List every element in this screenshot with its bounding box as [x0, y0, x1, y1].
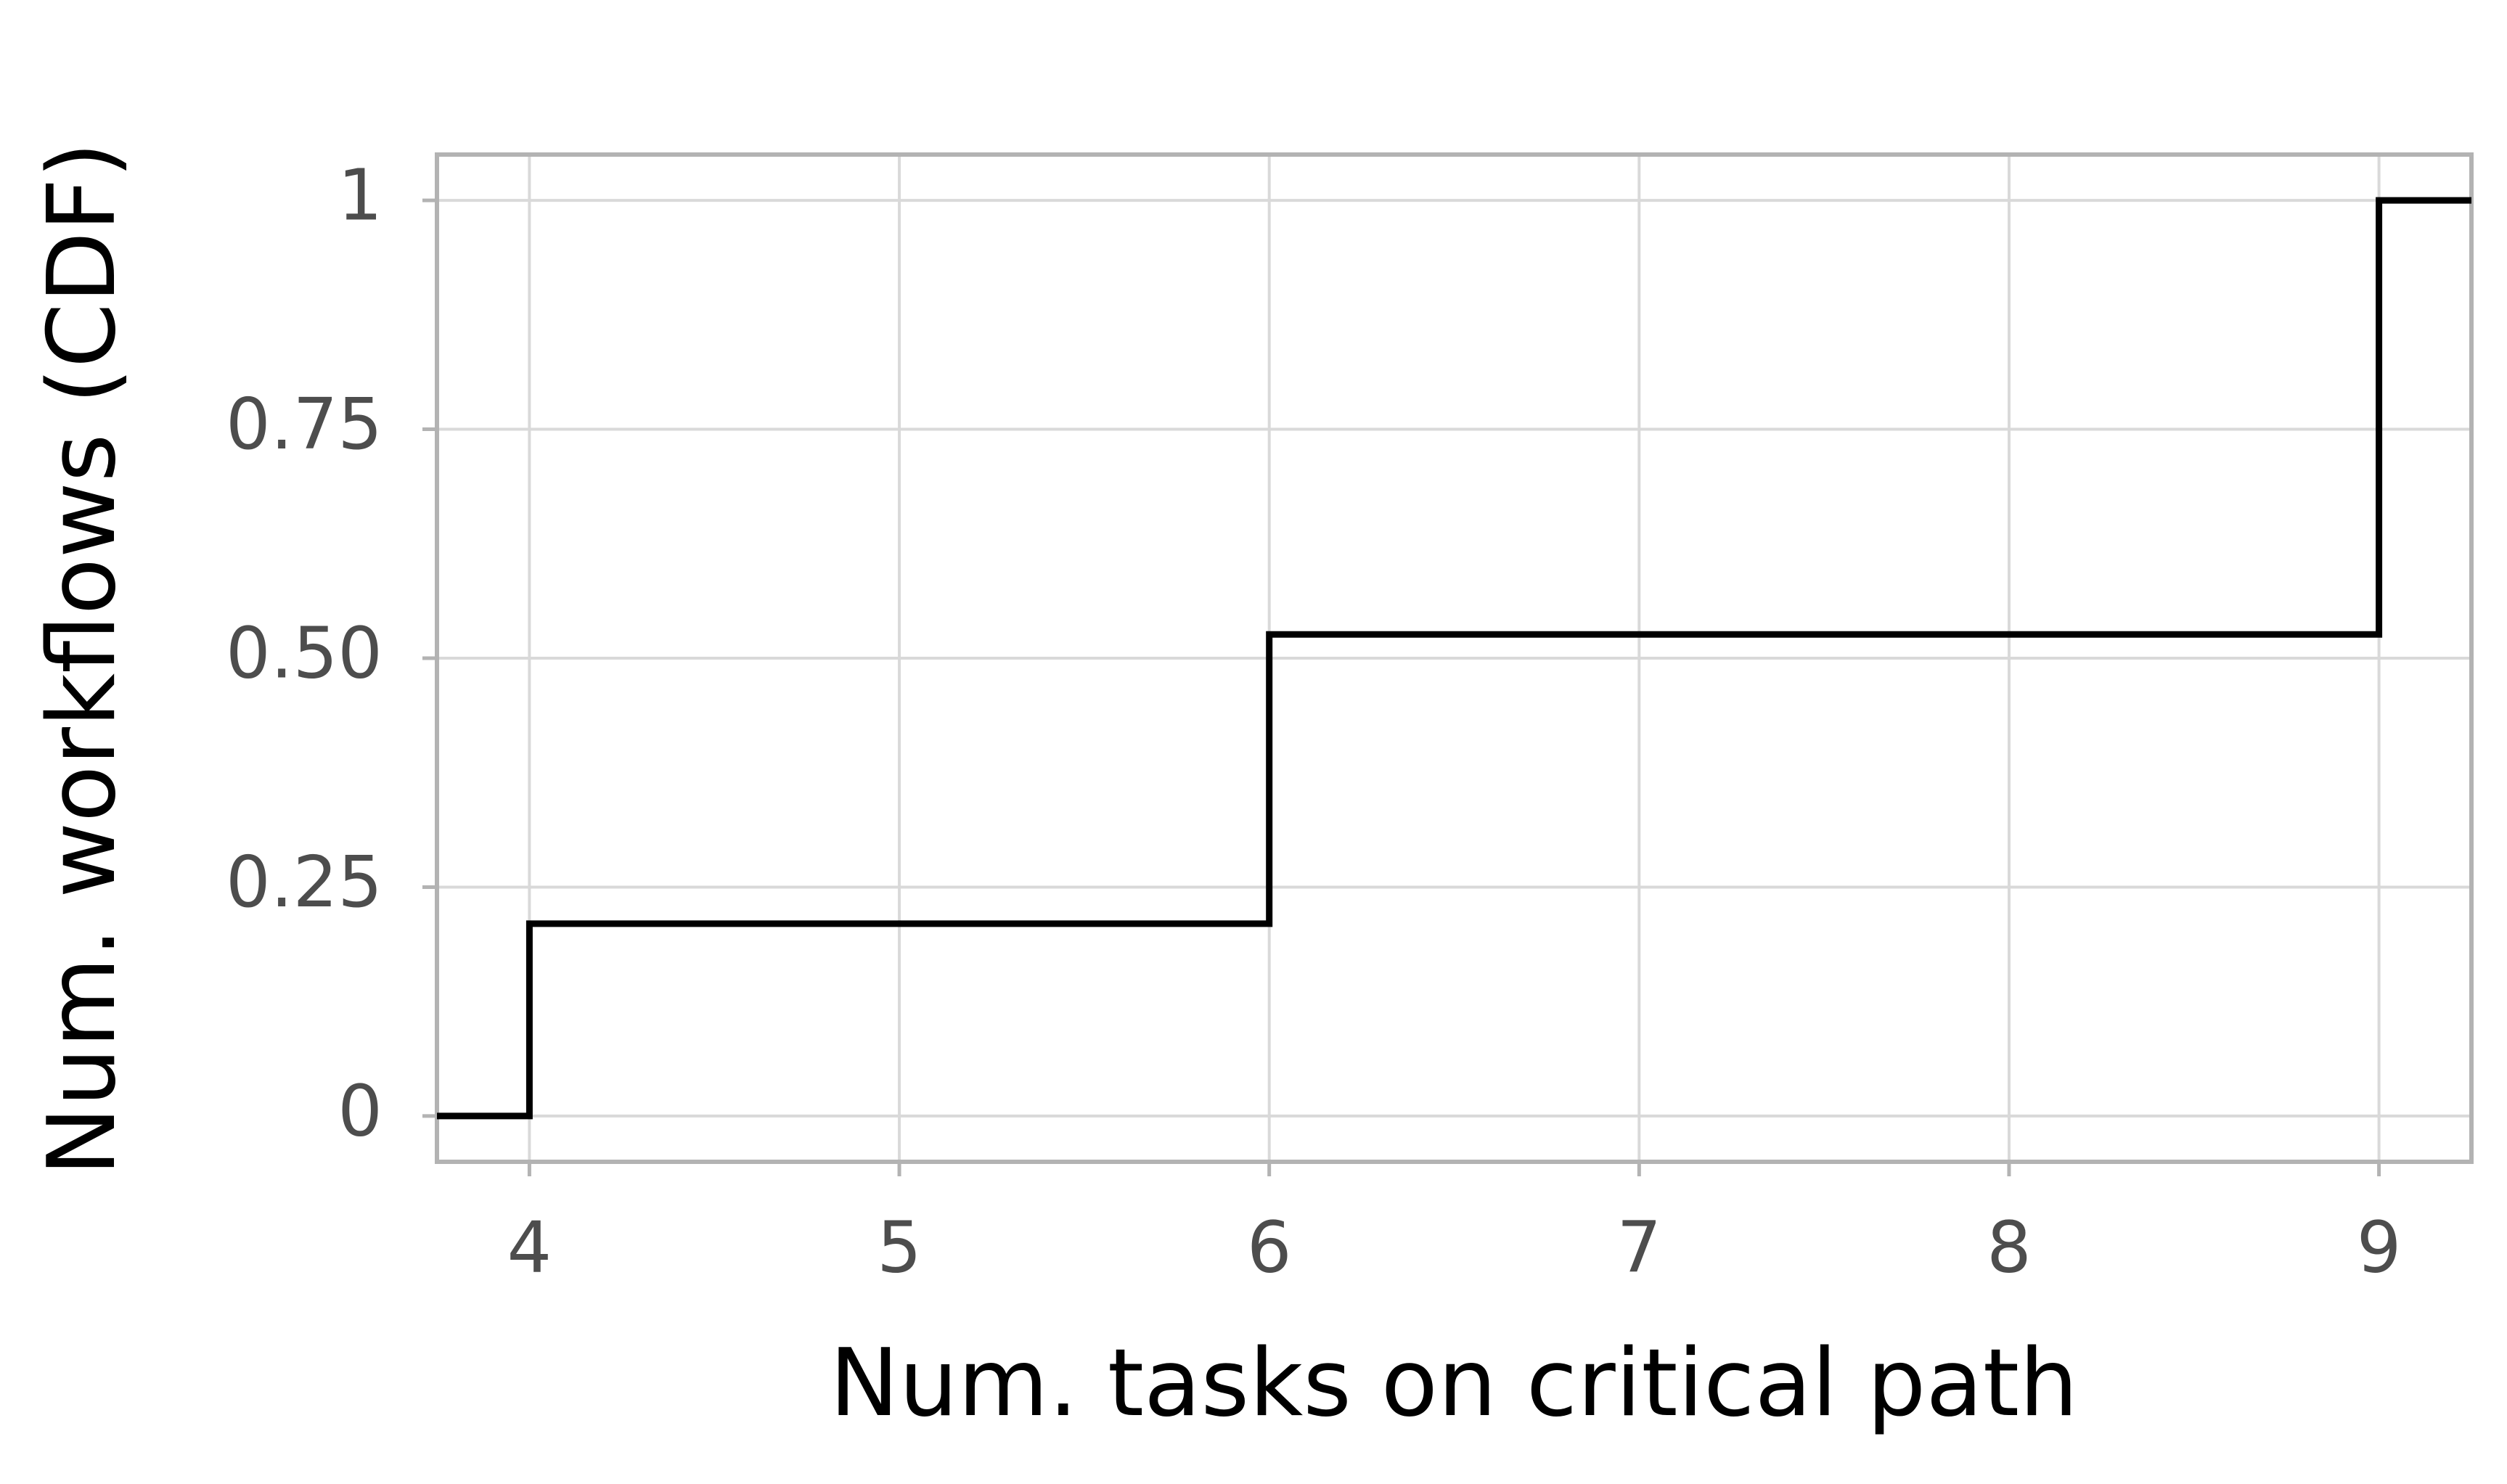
- x-tick-label: 4: [507, 1206, 552, 1288]
- y-tick-label: 1: [338, 154, 383, 236]
- y-tick-label: 0.50: [226, 612, 383, 694]
- x-tick-label: 9: [2357, 1206, 2402, 1288]
- x-tick-label: 6: [1247, 1206, 1292, 1288]
- panel-border: [435, 152, 2474, 1164]
- x-tick-label: 8: [1987, 1206, 2032, 1288]
- x-tick-label: 7: [1616, 1206, 1661, 1288]
- x-axis-title: Num. tasks on critical path: [830, 1329, 2078, 1438]
- x-tick-label: 5: [877, 1206, 922, 1288]
- cdf-line: [437, 197, 2471, 1120]
- y-tick-label: 0.75: [226, 383, 383, 465]
- y-tick-label: 0.25: [226, 841, 383, 923]
- y-axis-title: Num. workflows (CDF): [28, 142, 136, 1176]
- y-tick-label: 0: [338, 1070, 383, 1152]
